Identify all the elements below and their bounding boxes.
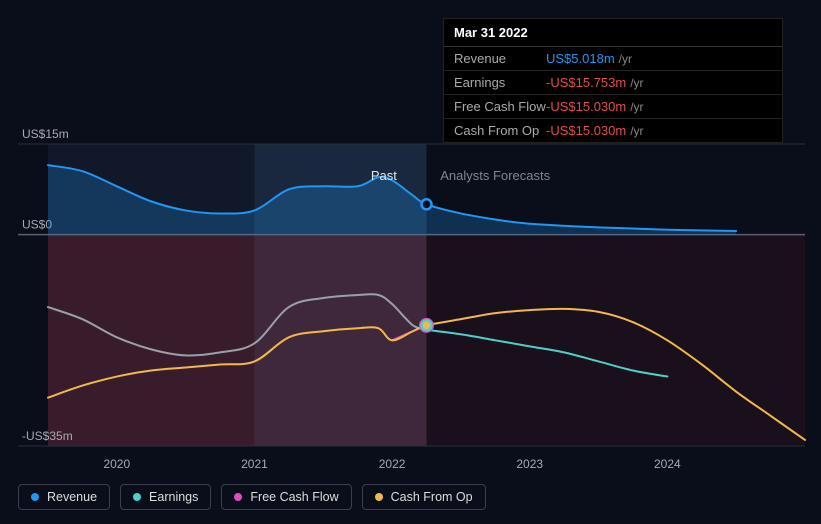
legend-dot — [375, 493, 383, 501]
tooltip-value: US$5.018m — [546, 51, 615, 66]
svg-text:2022: 2022 — [379, 457, 406, 471]
legend-label: Cash From Op — [391, 490, 473, 504]
svg-text:-US$35m: -US$35m — [22, 429, 73, 443]
tooltip-row-fcf: Free Cash Flow -US$15.030m /yr — [444, 95, 782, 119]
tooltip-value: -US$15.030m — [546, 99, 626, 114]
svg-text:US$0: US$0 — [22, 218, 52, 232]
forecast-label: Analysts Forecasts — [440, 168, 550, 183]
tooltip-label: Cash From Op — [454, 123, 546, 138]
tooltip-label: Free Cash Flow — [454, 99, 546, 114]
tooltip-row-earnings: Earnings -US$15.753m /yr — [444, 71, 782, 95]
svg-text:2020: 2020 — [103, 457, 130, 471]
legend-item-earnings[interactable]: Earnings — [120, 484, 211, 510]
legend-dot — [31, 493, 39, 501]
past-label: Past — [371, 168, 397, 183]
tooltip-unit: /yr — [619, 52, 632, 66]
tooltip-unit: /yr — [630, 76, 643, 90]
tooltip-label: Earnings — [454, 75, 546, 90]
tooltip-unit: /yr — [630, 124, 643, 138]
legend-dot — [234, 493, 242, 501]
tooltip-value: -US$15.753m — [546, 75, 626, 90]
tooltip-date: Mar 31 2022 — [444, 19, 782, 47]
svg-text:US$15m: US$15m — [22, 127, 69, 141]
svg-text:2024: 2024 — [654, 457, 681, 471]
tooltip-unit: /yr — [630, 100, 643, 114]
legend-label: Earnings — [149, 490, 198, 504]
legend-item-revenue[interactable]: Revenue — [18, 484, 110, 510]
legend-dot — [133, 493, 141, 501]
svg-text:2023: 2023 — [516, 457, 543, 471]
tooltip-row-cfo: Cash From Op -US$15.030m /yr — [444, 119, 782, 142]
tooltip-label: Revenue — [454, 51, 546, 66]
legend-label: Free Cash Flow — [250, 490, 338, 504]
tooltip-value: -US$15.030m — [546, 123, 626, 138]
legend-item-fcf[interactable]: Free Cash Flow — [221, 484, 351, 510]
tooltip-row-revenue: Revenue US$5.018m /yr — [444, 47, 782, 71]
legend-item-cfo[interactable]: Cash From Op — [362, 484, 486, 510]
chart-legend: Revenue Earnings Free Cash Flow Cash Fro… — [18, 484, 486, 510]
legend-label: Revenue — [47, 490, 97, 504]
svg-text:2021: 2021 — [241, 457, 268, 471]
hover-tooltip: Mar 31 2022 Revenue US$5.018m /yr Earnin… — [443, 18, 783, 143]
